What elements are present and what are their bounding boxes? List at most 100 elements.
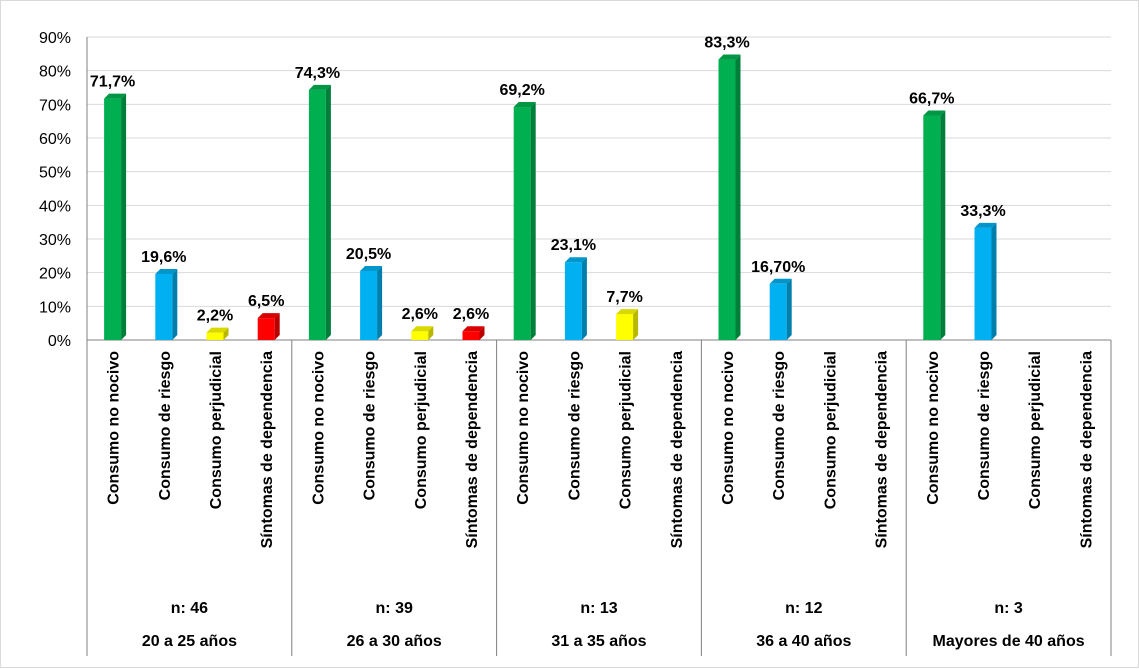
group-label: Mayores de 40 años	[933, 633, 1085, 650]
bar-top	[360, 265, 383, 271]
bar-side	[530, 102, 536, 340]
category-label: Síntomas de dependencia	[259, 351, 276, 548]
y-tick-label: 10%	[39, 299, 71, 316]
bar	[155, 274, 173, 340]
category-label: Consumo no nocivo	[925, 351, 942, 505]
bar	[411, 331, 429, 340]
data-label: 33,3%	[960, 203, 1005, 220]
bar-side	[377, 265, 383, 340]
bars	[104, 54, 997, 341]
bar-top	[411, 326, 434, 332]
bar	[616, 314, 634, 340]
bar	[206, 332, 224, 340]
bar-top	[257, 313, 280, 319]
category-label: Consumo perjudicial	[208, 351, 225, 509]
bar-top	[974, 222, 997, 228]
data-label: 66,7%	[909, 90, 954, 107]
bar	[923, 115, 941, 341]
bar-side	[479, 326, 485, 340]
category-label: Síntomas de dependencia	[464, 351, 481, 548]
group-n-label: n: 46	[171, 600, 208, 617]
group-n-label: n: 12	[785, 600, 822, 617]
bar-side	[940, 110, 946, 341]
bar-top	[616, 309, 639, 315]
bar-top	[769, 278, 792, 284]
bar	[257, 318, 275, 340]
bar-side	[325, 84, 331, 341]
group-n-label: n: 39	[376, 600, 413, 617]
y-tick-label: 90%	[39, 30, 71, 47]
axes	[86, 37, 1112, 656]
category-label: Consumo de riesgo	[976, 351, 993, 501]
data-label: 83,3%	[704, 35, 749, 52]
y-tick-label: 50%	[39, 165, 71, 182]
labels: 0% 10% 20% 30% 40% 50% 60% 70% 80% 90% 71,7% Consum…	[39, 30, 1095, 650]
bar-top	[206, 327, 229, 333]
data-label: 69,2%	[500, 82, 545, 99]
category-label: Consumo de riesgo	[771, 351, 788, 501]
data-label: 74,3%	[295, 65, 340, 82]
group-label: 26 a 30 años	[347, 633, 442, 650]
category-label: Consumo perjudicial	[618, 351, 635, 509]
bar-side	[274, 313, 280, 340]
y-tick-label: 70%	[39, 97, 71, 114]
bar-side	[633, 309, 639, 340]
category-label: Consumo perjudicial	[822, 351, 839, 509]
bar	[308, 89, 326, 341]
bar-top	[308, 84, 331, 90]
category-label: Consumo de riesgo	[362, 351, 379, 501]
data-label: 7,7%	[606, 289, 642, 306]
bar	[462, 331, 480, 340]
category-label: Síntomas de dependencia	[1078, 351, 1095, 548]
category-label: Consumo no nocivo	[720, 351, 737, 505]
category-label: Síntomas de dependencia	[669, 351, 686, 548]
bar-top	[155, 269, 178, 275]
data-label: 23,1%	[551, 237, 596, 254]
bar	[974, 227, 992, 340]
group-n-label: n: 3	[994, 600, 1023, 617]
bar-top	[513, 102, 536, 108]
category-label: Síntomas de dependencia	[874, 351, 891, 548]
data-label: 19,6%	[141, 249, 186, 266]
group-label: 20 a 25 años	[142, 633, 237, 650]
bar	[360, 270, 378, 340]
category-label: Consumo no nocivo	[515, 351, 532, 505]
y-tick-label: 30%	[39, 232, 71, 249]
data-label: 2,6%	[453, 306, 489, 323]
bar	[769, 283, 787, 340]
y-tick-label: 20%	[39, 266, 71, 283]
data-label: 16,70%	[751, 259, 805, 276]
group-label: 36 a 40 años	[756, 633, 851, 650]
y-tick-label: 0%	[48, 333, 71, 350]
bar-top	[104, 93, 127, 99]
bar-side	[428, 326, 434, 340]
y-tick-label: 80%	[39, 64, 71, 81]
bar	[513, 107, 531, 340]
group-label: 31 a 35 años	[551, 633, 646, 650]
data-label: 2,6%	[402, 306, 438, 323]
category-label: Consumo de riesgo	[566, 351, 583, 501]
bar-side	[786, 278, 792, 340]
bar-top	[564, 257, 587, 263]
bar-top	[923, 110, 946, 116]
category-label: Consumo no nocivo	[106, 351, 123, 505]
bar-side	[172, 269, 178, 340]
bar-side	[223, 327, 229, 340]
bar	[104, 98, 122, 340]
gridlines	[87, 36, 1111, 341]
bar-top	[718, 54, 741, 60]
category-label: Consumo no nocivo	[310, 351, 327, 505]
category-label: Consumo de riesgo	[157, 351, 174, 501]
bar	[718, 59, 736, 340]
bar-side	[735, 54, 741, 340]
bar-side	[581, 257, 587, 340]
y-tick-label: 60%	[39, 131, 71, 148]
bar-top	[462, 326, 485, 332]
bar	[564, 262, 582, 340]
y-tick-label: 40%	[39, 198, 71, 215]
data-label: 71,7%	[90, 74, 135, 91]
category-label: Consumo perjudicial	[1027, 351, 1044, 509]
bar-side	[121, 93, 127, 340]
